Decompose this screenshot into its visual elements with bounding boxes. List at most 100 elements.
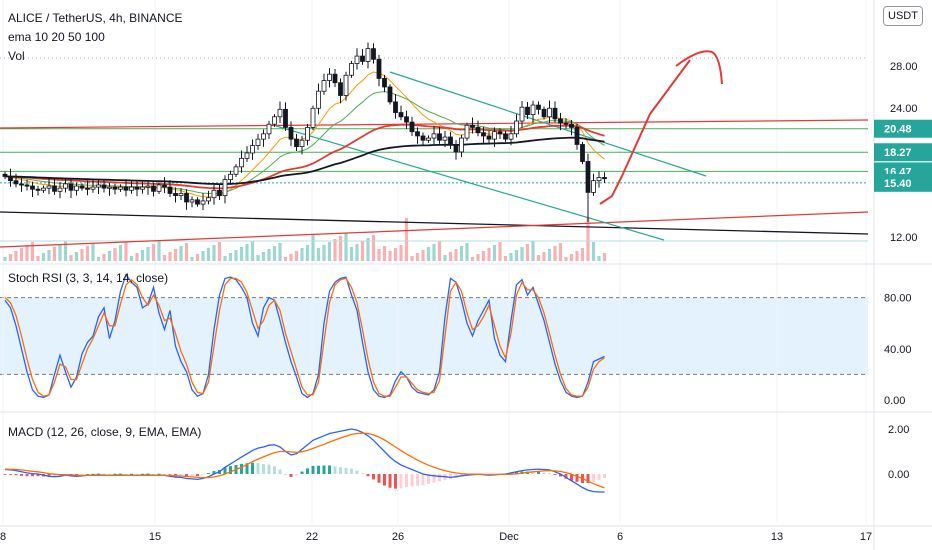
- candle-body: [233, 166, 239, 175]
- macd-histogram-bar: [460, 474, 463, 477]
- macd-histogram-bar: [366, 474, 370, 477]
- candle-body: [343, 74, 349, 96]
- candle-body: [393, 101, 398, 113]
- candle-body: [497, 131, 503, 135]
- ema-legend[interactable]: ema 10 20 50 100: [8, 30, 105, 44]
- macd-histogram-bar: [113, 473, 117, 475]
- candle-body: [294, 138, 299, 148]
- macd-histogram-bar: [207, 473, 210, 474]
- macd-histogram-bar: [328, 465, 331, 474]
- candle-body: [420, 135, 426, 141]
- volume-bar: [349, 247, 354, 261]
- candle-body: [536, 104, 541, 110]
- black-trend-line: [0, 211, 869, 235]
- candle-body: [541, 108, 547, 118]
- candle-body: [162, 184, 167, 188]
- volume-bar: [498, 242, 502, 261]
- macd-histogram-bar: [427, 474, 430, 484]
- macd-histogram-bar: [383, 474, 386, 486]
- price-tag: [874, 119, 932, 138]
- macd-histogram-bar: [548, 473, 551, 475]
- volume-bar: [415, 253, 420, 261]
- macd-legend[interactable]: MACD (12, 26, close, 9, EMA, EMA): [8, 425, 201, 439]
- macd-histogram-bar: [119, 473, 122, 475]
- macd-histogram-bar: [141, 473, 144, 475]
- macd-histogram-bar: [416, 474, 419, 486]
- volume-bar: [168, 252, 172, 261]
- candle-body: [107, 186, 112, 189]
- candle-body: [57, 187, 63, 192]
- volume-bar: [492, 245, 497, 261]
- volume-bar: [206, 248, 211, 261]
- macd-histogram-bar: [449, 474, 452, 480]
- volume-bar: [426, 247, 431, 261]
- volume-bar: [377, 249, 381, 261]
- candle-body: [35, 188, 41, 191]
- candle-body: [189, 199, 195, 203]
- volume-bar: [184, 243, 189, 261]
- macd-histogram-bar: [152, 474, 155, 475]
- candle-body: [437, 133, 442, 141]
- stoch-tick-label: 0.00: [884, 395, 905, 407]
- volume-bar: [80, 249, 84, 261]
- volume-bar: [91, 243, 95, 261]
- volume-bar: [190, 257, 194, 261]
- volume-bar: [217, 242, 222, 261]
- volume-bar: [547, 249, 552, 261]
- date-tick-label: 17: [860, 531, 872, 543]
- date-tick-label: Dec: [499, 531, 519, 543]
- candle-body: [222, 179, 228, 196]
- date-tick-label: 6: [617, 531, 623, 543]
- candle-body: [305, 127, 310, 141]
- macd-histogram-bar: [190, 474, 194, 477]
- candle-body: [486, 135, 492, 140]
- candle-body: [255, 138, 261, 146]
- stoch-rsi-legend[interactable]: Stoch RSI (3, 3, 14, 14, close): [8, 271, 168, 285]
- volume-bar: [437, 241, 442, 261]
- volume-bar: [399, 245, 403, 261]
- volume-bar: [520, 247, 524, 261]
- volume-bar: [146, 247, 150, 261]
- volume-bar: [564, 257, 568, 261]
- volume-legend[interactable]: Vol: [8, 49, 25, 63]
- volume-bar: [69, 255, 73, 261]
- macd-histogram-bar: [575, 474, 579, 482]
- volume-bar: [410, 256, 414, 261]
- candle-body: [569, 123, 574, 128]
- volume-bar: [113, 248, 117, 261]
- macd-histogram-bar: [350, 468, 353, 474]
- volume-bar: [300, 248, 304, 261]
- candle-body: [8, 176, 13, 182]
- candle-body: [464, 124, 470, 139]
- volume-bar: [151, 244, 156, 261]
- macd-histogram-bar: [278, 469, 282, 474]
- volume-bar: [25, 245, 29, 261]
- macd-histogram-bar: [80, 474, 84, 475]
- macd-histogram-bar: [53, 474, 56, 477]
- candle-body: [30, 185, 35, 190]
- volume-bar: [531, 241, 535, 261]
- stoch-k-line: [4, 273, 605, 399]
- price-axis[interactable]: 28.0024.0012.0020.4818.2716.4715.4080.00…: [874, 61, 932, 481]
- candle-body: [90, 186, 96, 190]
- candle-body: [101, 184, 107, 189]
- volume-bar: [283, 257, 288, 261]
- volume-bar: [102, 254, 106, 261]
- time-axis[interactable]: 8 15 22 26 Dec 6 13 17: [0, 531, 872, 543]
- volume-bar: [96, 257, 101, 261]
- currency-button[interactable]: USDT: [883, 6, 923, 26]
- candle-body: [349, 63, 354, 76]
- candle-body: [591, 180, 596, 193]
- candle-body: [426, 137, 431, 141]
- candle-body: [74, 185, 79, 191]
- macd-histogram-bar: [317, 465, 320, 474]
- candle-body: [481, 132, 486, 137]
- candle-body: [415, 131, 420, 137]
- volume-bar: [382, 246, 387, 261]
- stoch-tick-label: 80.00: [884, 293, 912, 305]
- price-tag-label: 18.27: [884, 147, 912, 159]
- macd-histogram-bar: [223, 467, 227, 474]
- volume-bar: [157, 241, 161, 261]
